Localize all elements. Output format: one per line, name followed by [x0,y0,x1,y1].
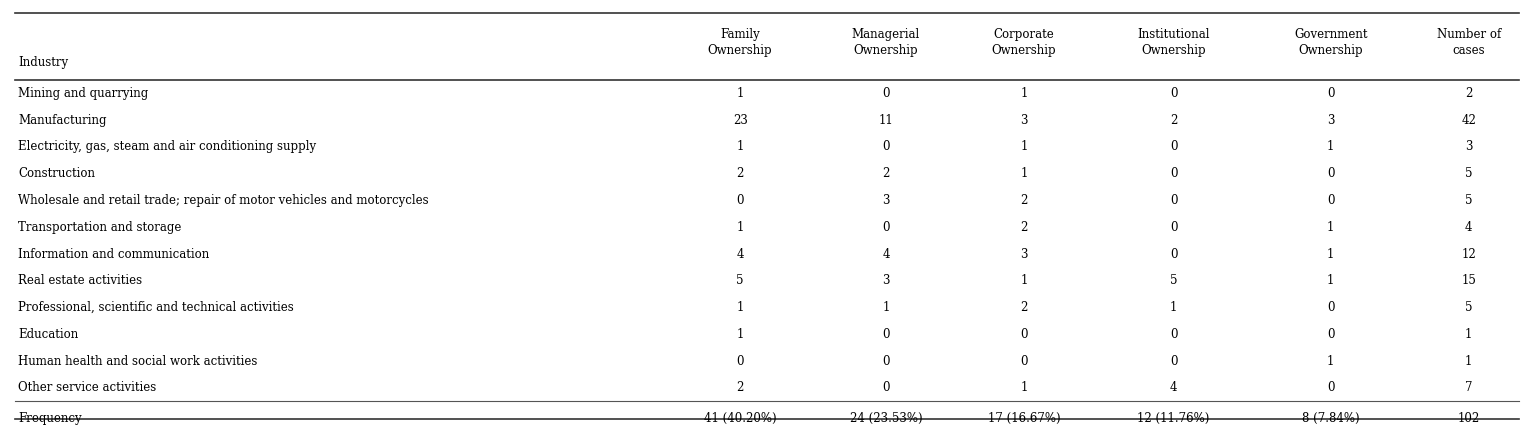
Text: 2: 2 [882,167,890,180]
Text: 1: 1 [736,328,744,341]
Text: 1: 1 [1327,248,1335,260]
Text: 1: 1 [736,140,744,153]
Text: 0: 0 [1170,355,1177,368]
Text: 4: 4 [1170,381,1177,394]
Text: Manufacturing: Manufacturing [18,114,107,127]
Text: 24 (23.53%): 24 (23.53%) [850,412,922,425]
Text: 1: 1 [1020,381,1028,394]
Text: 1: 1 [1465,355,1473,368]
Text: 3: 3 [1327,114,1335,127]
Text: 0: 0 [736,194,744,207]
Text: 0: 0 [1170,167,1177,180]
Text: 0: 0 [1020,355,1028,368]
Text: 1: 1 [1465,328,1473,341]
Text: 1: 1 [736,301,744,314]
Text: 8 (7.84%): 8 (7.84%) [1302,412,1359,425]
Text: Electricity, gas, steam and air conditioning supply: Electricity, gas, steam and air conditio… [18,140,316,153]
Text: Industry: Industry [18,56,69,69]
Text: Corporate
Ownership: Corporate Ownership [991,28,1057,57]
Text: 1: 1 [1327,140,1335,153]
Text: 23: 23 [733,114,747,127]
Text: 0: 0 [882,381,890,394]
Text: 2: 2 [1020,301,1028,314]
Text: 0: 0 [1327,328,1335,341]
Text: 3: 3 [882,274,890,287]
Text: Human health and social work activities: Human health and social work activities [18,355,258,368]
Text: 1: 1 [882,301,890,314]
Text: 0: 0 [882,355,890,368]
Text: 1: 1 [736,221,744,234]
Text: 4: 4 [1465,221,1473,234]
Text: 1: 1 [736,87,744,100]
Text: 5: 5 [1465,194,1473,207]
Text: Managerial
Ownership: Managerial Ownership [851,28,920,57]
Text: Construction: Construction [18,167,95,180]
Text: Number of
cases: Number of cases [1437,28,1500,57]
Text: 2: 2 [736,381,744,394]
Text: 2: 2 [1020,221,1028,234]
Text: 17 (16.67%): 17 (16.67%) [988,412,1060,425]
Text: 0: 0 [1327,194,1335,207]
Text: 0: 0 [882,328,890,341]
Text: 2: 2 [736,167,744,180]
Text: 1: 1 [1020,87,1028,100]
Text: 3: 3 [882,194,890,207]
Text: 1: 1 [1327,274,1335,287]
Text: 3: 3 [1020,248,1028,260]
Text: Transportation and storage: Transportation and storage [18,221,183,234]
Text: 42: 42 [1462,114,1476,127]
Text: 7: 7 [1465,381,1473,394]
Text: 0: 0 [1170,248,1177,260]
Text: Other service activities: Other service activities [18,381,156,394]
Text: 15: 15 [1462,274,1476,287]
Text: 2: 2 [1020,194,1028,207]
Text: 0: 0 [1327,381,1335,394]
Text: 0: 0 [1170,194,1177,207]
Text: 2: 2 [1465,87,1473,100]
Text: 3: 3 [1020,114,1028,127]
Text: Information and communication: Information and communication [18,248,210,260]
Text: 5: 5 [1465,167,1473,180]
Text: 41 (40.20%): 41 (40.20%) [704,412,776,425]
Text: 102: 102 [1457,412,1480,425]
Text: 0: 0 [1327,301,1335,314]
Text: Mining and quarrying: Mining and quarrying [18,87,149,100]
Text: Education: Education [18,328,78,341]
Text: 0: 0 [1327,87,1335,100]
Text: 5: 5 [1170,274,1177,287]
Text: 1: 1 [1020,274,1028,287]
Text: Frequency: Frequency [18,412,81,425]
Text: 1: 1 [1170,301,1177,314]
Text: 0: 0 [736,355,744,368]
Text: 4: 4 [882,248,890,260]
Text: 2: 2 [1170,114,1177,127]
Text: 5: 5 [1465,301,1473,314]
Text: 1: 1 [1020,140,1028,153]
Text: 11: 11 [879,114,893,127]
Text: 3: 3 [1465,140,1473,153]
Text: 0: 0 [882,87,890,100]
Text: 0: 0 [1170,221,1177,234]
Text: 0: 0 [882,140,890,153]
Text: 0: 0 [1170,87,1177,100]
Text: 0: 0 [1327,167,1335,180]
Text: 5: 5 [736,274,744,287]
Text: Institutional
Ownership: Institutional Ownership [1137,28,1210,57]
Text: 1: 1 [1020,167,1028,180]
Text: Wholesale and retail trade; repair of motor vehicles and motorcycles: Wholesale and retail trade; repair of mo… [18,194,430,207]
Text: Professional, scientific and technical activities: Professional, scientific and technical a… [18,301,295,314]
Text: Government
Ownership: Government Ownership [1295,28,1367,57]
Text: 0: 0 [1170,140,1177,153]
Text: 0: 0 [882,221,890,234]
Text: Real estate activities: Real estate activities [18,274,143,287]
Text: 12 (11.76%): 12 (11.76%) [1137,412,1210,425]
Text: 0: 0 [1020,328,1028,341]
Text: 0: 0 [1170,328,1177,341]
Text: Family
Ownership: Family Ownership [707,28,773,57]
Text: 1: 1 [1327,355,1335,368]
Text: 1: 1 [1327,221,1335,234]
Text: 4: 4 [736,248,744,260]
Text: 12: 12 [1462,248,1476,260]
